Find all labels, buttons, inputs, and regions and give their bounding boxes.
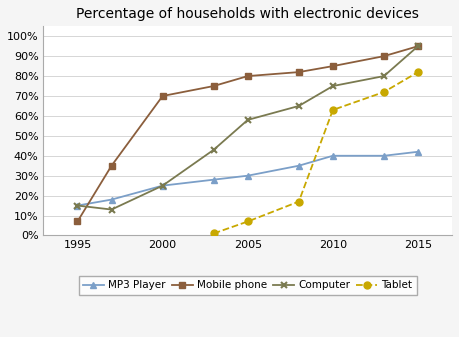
MP3 Player	[330, 154, 336, 158]
Mobile phone	[296, 70, 302, 74]
MP3 Player	[75, 204, 80, 208]
MP3 Player	[415, 150, 421, 154]
MP3 Player	[296, 164, 302, 168]
Computer	[381, 74, 386, 78]
Mobile phone	[381, 54, 386, 58]
MP3 Player	[160, 184, 165, 188]
Computer	[330, 84, 336, 88]
Tablet	[296, 200, 302, 204]
Tablet	[415, 70, 421, 74]
Mobile phone	[415, 44, 421, 48]
Computer	[160, 184, 165, 188]
Title: Percentage of households with electronic devices: Percentage of households with electronic…	[76, 7, 419, 21]
Tablet	[330, 108, 336, 112]
Computer	[211, 148, 217, 152]
Line: MP3 Player: MP3 Player	[75, 149, 421, 208]
Legend: MP3 Player, Mobile phone, Computer, Tablet: MP3 Player, Mobile phone, Computer, Tabl…	[79, 276, 417, 295]
MP3 Player	[211, 178, 217, 182]
Mobile phone	[211, 84, 217, 88]
MP3 Player	[245, 174, 251, 178]
Mobile phone	[245, 74, 251, 78]
Computer	[245, 118, 251, 122]
Tablet	[211, 232, 217, 236]
Line: Mobile phone: Mobile phone	[75, 43, 421, 224]
Tablet	[381, 90, 386, 94]
Mobile phone	[160, 94, 165, 98]
MP3 Player	[381, 154, 386, 158]
Computer	[296, 104, 302, 108]
MP3 Player	[109, 197, 114, 202]
Line: Tablet: Tablet	[210, 69, 421, 237]
Computer	[415, 44, 421, 48]
Mobile phone	[109, 164, 114, 168]
Mobile phone	[75, 219, 80, 223]
Line: Computer: Computer	[74, 43, 421, 213]
Computer	[75, 204, 80, 208]
Computer	[109, 208, 114, 212]
Tablet	[245, 219, 251, 223]
Mobile phone	[330, 64, 336, 68]
